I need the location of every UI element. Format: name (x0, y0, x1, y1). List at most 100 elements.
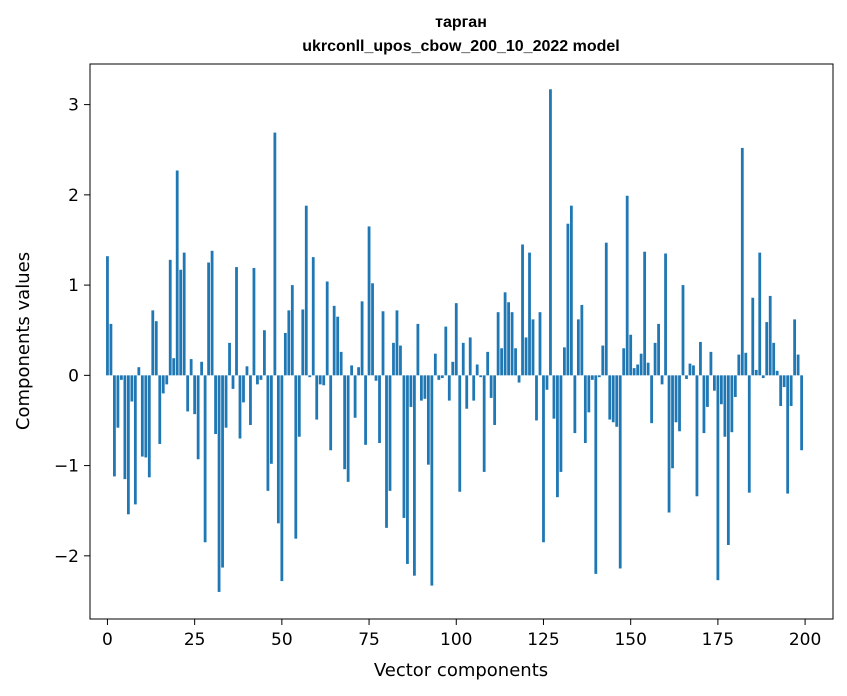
bar (147, 375, 151, 478)
bar (172, 358, 176, 376)
bar (140, 375, 144, 457)
bar (381, 311, 385, 376)
bar (242, 375, 245, 403)
bar (273, 132, 277, 376)
bar (737, 354, 741, 376)
bar (713, 375, 716, 391)
bar (189, 359, 193, 376)
bar (392, 342, 395, 376)
bar (500, 348, 504, 376)
bar (395, 310, 399, 376)
x-axis-label: Vector components (374, 660, 548, 681)
bar (336, 316, 340, 376)
bar (165, 375, 169, 385)
bar (632, 368, 636, 376)
bar (542, 375, 545, 543)
bar (280, 375, 284, 582)
bar (772, 342, 776, 376)
bar (353, 375, 357, 418)
bar (430, 375, 434, 586)
bar (479, 375, 483, 378)
bar (433, 353, 437, 376)
bar (528, 252, 531, 376)
bar (692, 365, 695, 376)
bar (332, 305, 336, 376)
bar (472, 375, 476, 401)
bar (444, 326, 448, 376)
bar (409, 375, 413, 407)
bar (217, 375, 221, 592)
bar (496, 312, 500, 376)
bar (109, 323, 113, 376)
bar (475, 364, 479, 376)
bar (371, 283, 374, 376)
bar (608, 375, 612, 420)
bar (175, 170, 179, 376)
bar (419, 375, 423, 401)
bar (252, 267, 256, 376)
y-tick-label: 3 (68, 96, 79, 116)
bar (207, 262, 210, 376)
bar (283, 332, 287, 376)
bar (123, 375, 127, 480)
bar (775, 370, 779, 376)
bar (256, 375, 259, 385)
bar (126, 375, 130, 515)
bar (294, 375, 298, 539)
bar (346, 375, 350, 482)
bar (357, 367, 360, 376)
bar (556, 375, 559, 498)
bar (597, 375, 601, 378)
bar (782, 375, 786, 388)
bar (489, 375, 493, 398)
bar (120, 375, 123, 380)
bar (304, 205, 308, 376)
bar (287, 310, 291, 376)
bar (276, 375, 280, 524)
bar (137, 367, 141, 376)
bar (447, 375, 451, 401)
bar (761, 375, 765, 379)
bar (151, 310, 155, 376)
bar (263, 330, 266, 376)
bar (510, 312, 514, 376)
bar (315, 375, 319, 420)
bar (228, 342, 231, 376)
y-tick-label: 0 (68, 366, 79, 386)
bar (545, 375, 549, 390)
bar (695, 375, 699, 497)
bar (503, 292, 507, 376)
y-tick-label: −1 (54, 457, 79, 477)
bar (399, 345, 402, 376)
chart-subtitle: ukrconll_upos_cbow_200_10_2022 model (302, 38, 619, 55)
bar (196, 375, 200, 460)
bar (601, 345, 605, 376)
bar (360, 301, 364, 376)
bar (221, 375, 224, 568)
bar (639, 353, 643, 376)
y-axis-label: Components values (13, 252, 34, 430)
chart-title: тарган (435, 14, 487, 31)
bar (318, 375, 322, 385)
bar (521, 244, 524, 376)
bar (674, 375, 678, 423)
bar (423, 375, 427, 399)
bar (688, 363, 692, 376)
bar (186, 375, 190, 412)
bar (168, 259, 172, 376)
bar (716, 375, 720, 581)
bar (538, 312, 542, 376)
bar (465, 375, 469, 409)
bar (590, 375, 594, 380)
bar (559, 375, 563, 472)
bar (259, 375, 263, 380)
bar (517, 375, 521, 383)
bar (454, 303, 458, 376)
bar (224, 375, 228, 428)
bar (667, 375, 671, 513)
bar (158, 375, 162, 444)
bar (451, 361, 455, 376)
bar (133, 375, 137, 505)
bar (779, 375, 783, 407)
bar (350, 365, 354, 376)
